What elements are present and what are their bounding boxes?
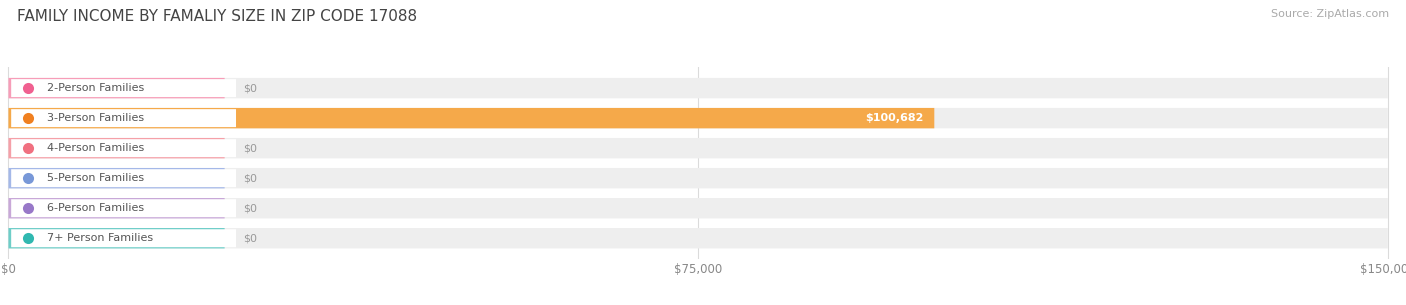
FancyBboxPatch shape: [11, 229, 236, 247]
Text: $0: $0: [243, 143, 257, 153]
FancyBboxPatch shape: [8, 138, 225, 158]
Text: $100,682: $100,682: [865, 113, 924, 123]
FancyBboxPatch shape: [8, 108, 1388, 128]
Text: $0: $0: [243, 83, 257, 93]
FancyBboxPatch shape: [8, 108, 935, 128]
FancyBboxPatch shape: [8, 78, 225, 98]
Text: $0: $0: [243, 173, 257, 183]
FancyBboxPatch shape: [11, 199, 236, 217]
Text: 2-Person Families: 2-Person Families: [46, 83, 145, 93]
Text: 5-Person Families: 5-Person Families: [46, 173, 145, 183]
Text: 7+ Person Families: 7+ Person Families: [46, 233, 153, 243]
Text: 3-Person Families: 3-Person Families: [46, 113, 145, 123]
FancyBboxPatch shape: [11, 169, 236, 187]
Text: 4-Person Families: 4-Person Families: [46, 143, 145, 153]
FancyBboxPatch shape: [8, 138, 1388, 158]
FancyBboxPatch shape: [11, 139, 236, 157]
FancyBboxPatch shape: [11, 79, 236, 97]
FancyBboxPatch shape: [8, 228, 1388, 249]
FancyBboxPatch shape: [8, 168, 1388, 188]
FancyBboxPatch shape: [8, 198, 225, 218]
Text: $0: $0: [243, 203, 257, 213]
FancyBboxPatch shape: [8, 78, 1388, 98]
FancyBboxPatch shape: [8, 198, 1388, 218]
Text: FAMILY INCOME BY FAMALIY SIZE IN ZIP CODE 17088: FAMILY INCOME BY FAMALIY SIZE IN ZIP COD…: [17, 9, 418, 24]
Text: $0: $0: [243, 233, 257, 243]
FancyBboxPatch shape: [8, 228, 225, 249]
Text: 6-Person Families: 6-Person Families: [46, 203, 145, 213]
FancyBboxPatch shape: [11, 109, 236, 127]
FancyBboxPatch shape: [8, 168, 225, 188]
Text: Source: ZipAtlas.com: Source: ZipAtlas.com: [1271, 9, 1389, 19]
